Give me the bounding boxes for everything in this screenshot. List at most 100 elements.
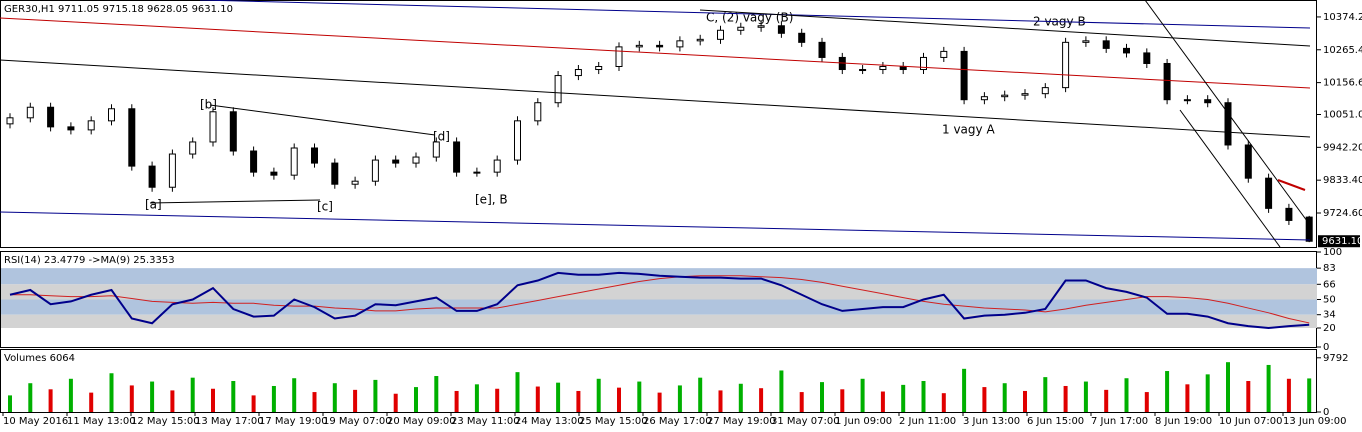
candle-body	[940, 50, 948, 58]
volume-bar	[1246, 381, 1251, 412]
volume-bar	[596, 378, 601, 412]
candle-body	[1102, 40, 1110, 49]
x-tick-label: 25 May 15:00	[579, 416, 648, 427]
x-tick-label: 27 May 19:00	[707, 416, 776, 427]
candle-body	[229, 111, 237, 152]
x-tick-label: 23 May 11:00	[451, 416, 520, 427]
rsi-line	[9, 271, 1310, 330]
volume-bar	[535, 386, 540, 412]
candle-body	[514, 120, 521, 161]
candle-body	[453, 141, 461, 173]
volume-bar	[170, 390, 175, 412]
volume-bar	[880, 391, 885, 412]
x-tick-label: 24 May 13:00	[515, 416, 584, 427]
candle-body	[351, 180, 359, 185]
channel-line	[0, 211, 1311, 241]
candle-body	[737, 26, 745, 31]
candle-body	[615, 46, 623, 67]
volume-bar	[292, 378, 297, 412]
candle-body	[108, 108, 115, 122]
volume-bar	[1124, 378, 1129, 412]
volume-bar	[962, 368, 967, 412]
volume-bar	[738, 383, 743, 412]
candle-body	[595, 65, 603, 71]
rsi-band	[1, 314, 1317, 328]
volume-bar	[251, 395, 256, 412]
x-tick-label: 12 May 15:00	[131, 416, 200, 427]
rsi-title: RSI(14) 23.4779 ->MA(9) 25.3353	[4, 255, 175, 266]
x-tick-label: 10 Jun 07:00	[1219, 416, 1283, 427]
price-title: GER30,H1 9711.05 9715.18 9628.05 9631.10	[4, 4, 233, 15]
candle-body	[47, 106, 55, 128]
candle-body	[493, 159, 501, 173]
candle-body	[717, 29, 724, 40]
channel-line	[1144, 0, 1311, 226]
candle-body	[1244, 144, 1252, 179]
volume-bar	[129, 385, 134, 412]
volume-bar	[1226, 362, 1230, 412]
volume-bar	[68, 378, 73, 412]
y-tick-label: 9833.40	[1323, 175, 1362, 186]
candle-body	[128, 108, 136, 167]
volume-bar	[1205, 374, 1210, 412]
volume-bar	[799, 392, 804, 412]
volume-bar	[617, 387, 621, 412]
wave-annotation: [c]	[317, 200, 333, 214]
volume-bar	[657, 392, 662, 412]
volume-bar	[109, 373, 114, 412]
candle-body	[87, 120, 95, 131]
volume-bar	[190, 377, 195, 412]
price-marker-label: 9631.10	[1322, 236, 1362, 247]
volume-bar	[495, 388, 500, 412]
candle-body	[331, 162, 339, 185]
candle-body	[6, 117, 14, 125]
y-tick-label: 83	[1323, 263, 1336, 274]
candle-body	[1062, 41, 1070, 89]
y-tick-label: 9792	[1323, 353, 1348, 364]
volume-bar	[454, 390, 459, 412]
price-panel	[0, 0, 1317, 248]
x-tick-label: 1 Jun 09:00	[835, 416, 892, 427]
volume-bar	[698, 377, 703, 412]
volume-bar	[8, 395, 12, 412]
volume-bar	[1104, 389, 1109, 412]
candle-body	[777, 25, 785, 34]
candle-body	[1265, 177, 1273, 209]
volume-bar	[393, 393, 398, 412]
x-tick-label: 20 May 09:00	[387, 416, 456, 427]
x-tick-label: 31 May 07:00	[771, 416, 840, 427]
wave-line	[149, 199, 321, 204]
candle-body	[148, 165, 156, 188]
channel-line	[699, 9, 1311, 47]
volume-bar	[1083, 381, 1088, 412]
volume-bar	[1002, 383, 1007, 412]
y-tick-label: 9942.20	[1323, 142, 1362, 153]
y-tick-label: 34	[1323, 310, 1336, 321]
x-tick-label: 3 Jun 13:00	[963, 416, 1020, 427]
y-tick-label: 0	[1323, 342, 1329, 353]
candle-body	[1285, 207, 1293, 221]
volume-bar	[901, 384, 906, 412]
volume-bar	[1165, 371, 1170, 412]
x-tick-label: 6 Jun 15:00	[1027, 416, 1084, 427]
candle-body	[1305, 216, 1313, 242]
candle-body	[899, 65, 907, 71]
candle-body	[1163, 62, 1171, 101]
volume-bar	[231, 381, 236, 412]
volume-bar	[1144, 392, 1149, 412]
candle-body	[270, 171, 278, 176]
candle-body	[1204, 99, 1212, 104]
rsi-band	[1, 284, 1317, 300]
candle-body	[798, 32, 806, 43]
x-tick-label: 10 May 2016	[3, 416, 68, 427]
volume-title: Volumes 6064	[4, 353, 75, 364]
price-marker	[1318, 235, 1360, 248]
candle-body	[1001, 94, 1009, 98]
volume-bar	[840, 389, 845, 412]
volume-bar	[982, 387, 987, 412]
candle-body	[412, 156, 420, 164]
trend-lines	[0, 0, 1311, 248]
candle-body	[189, 141, 197, 155]
volume-bar	[474, 384, 479, 412]
volume-bar	[860, 378, 865, 412]
